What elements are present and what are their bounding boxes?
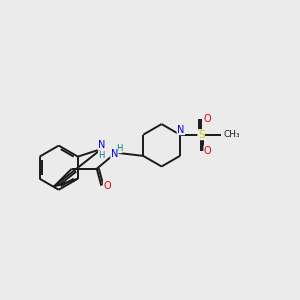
Text: N: N — [177, 125, 184, 135]
Text: S: S — [198, 130, 205, 140]
Text: CH₃: CH₃ — [223, 130, 240, 139]
Text: N: N — [98, 140, 105, 150]
Text: H: H — [98, 151, 105, 160]
Text: O: O — [204, 113, 212, 124]
Text: N: N — [111, 149, 118, 159]
Text: O: O — [204, 146, 212, 156]
Text: O: O — [103, 181, 111, 191]
Text: H: H — [116, 144, 122, 153]
